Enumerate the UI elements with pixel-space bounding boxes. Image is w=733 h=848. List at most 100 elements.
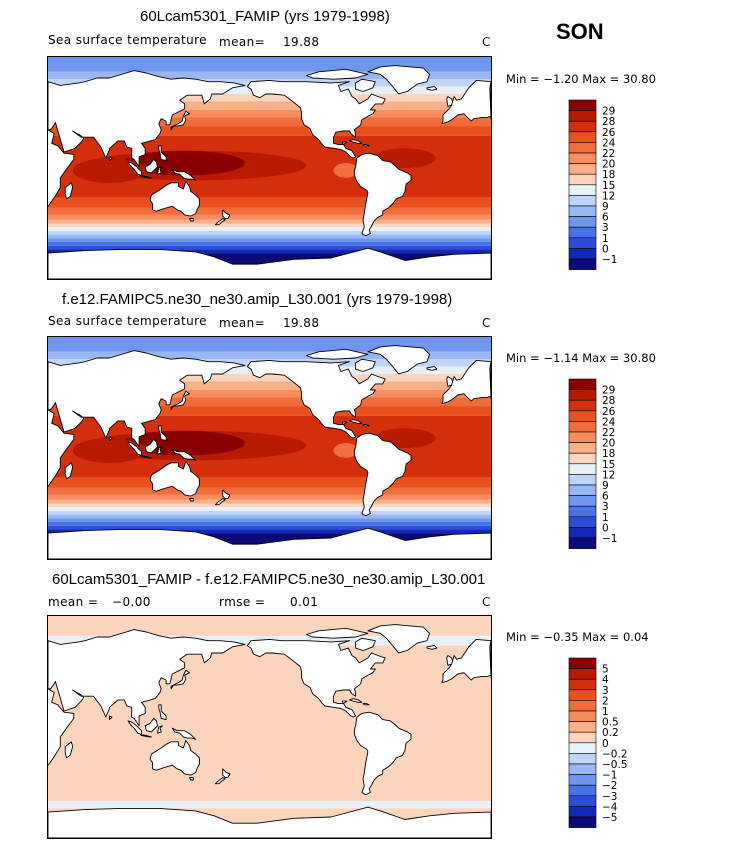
colorbar-swatch [568, 753, 597, 765]
land-borneo [144, 158, 158, 174]
colorbar-tick-label: −0.5 [602, 759, 628, 771]
land-philippines [158, 704, 167, 721]
land-newzealand [222, 768, 231, 779]
land-hispaniola [362, 144, 370, 147]
colorbar-swatch [568, 442, 597, 454]
land-southamerica [353, 711, 412, 796]
land-tasmania [189, 218, 194, 222]
colorbar-swatch [568, 248, 597, 260]
sst-band [48, 101, 491, 111]
panel3-rmse-label: rmse = [219, 595, 266, 609]
panel1-map [47, 56, 492, 280]
land-arctic_islands [305, 627, 369, 639]
sst-band [48, 242, 491, 246]
panel3-map [47, 615, 492, 839]
sst-band [48, 406, 491, 416]
sst-band [48, 351, 491, 360]
land-arabia_wrap [489, 640, 491, 679]
land-arctic_islands [305, 68, 369, 80]
land-northamerica [246, 79, 386, 159]
colorbar-swatch [568, 205, 597, 217]
land-iceland [426, 86, 438, 91]
panel2-variable: Sea surface temperature [48, 314, 207, 328]
land-newzealand [222, 489, 231, 500]
panel1-minmax: Min = −1.20 Max = 30.80 [506, 72, 656, 86]
colorbar-tick-label: 20 [602, 438, 615, 450]
cold-tongue [333, 163, 359, 178]
sst-band [48, 249, 491, 254]
colorbar-tick-label: 1 [602, 233, 609, 245]
colorbar-swatch [568, 195, 597, 207]
colorbar-swatch [568, 516, 597, 528]
land-africa [48, 129, 75, 207]
land-baffin [355, 78, 376, 92]
colorbar-swatch [568, 806, 597, 818]
colorbar-swatch [568, 795, 597, 807]
sst-band [48, 219, 491, 224]
land-japan [170, 390, 190, 411]
panel2-minmax: Min = −1.14 Max = 30.80 [506, 351, 656, 365]
sst-band [48, 110, 491, 118]
sst-band [48, 381, 491, 391]
land-greenland [367, 65, 430, 95]
colorbar-tick-label: 2 [602, 695, 609, 707]
colorbar-tick-label: 1 [602, 512, 609, 524]
colorbar-tick-label: 3 [602, 501, 609, 513]
sst-band [48, 477, 491, 488]
colorbar-swatch [568, 131, 597, 143]
panel1-units: C [482, 35, 491, 49]
land-newzealand_s [214, 218, 226, 226]
panel1-mean-value: 19.88 [283, 35, 320, 49]
panel3-minmax: Min = −0.35 Max = 0.04 [506, 630, 649, 644]
sst-band [48, 525, 491, 530]
land-philippines [158, 425, 167, 442]
colorbar-swatch [568, 399, 597, 412]
land-cuba [349, 139, 363, 144]
land-newzealand_s [214, 777, 226, 785]
land-hispaniola [362, 424, 370, 427]
colorbar-swatch [568, 463, 597, 475]
land-antarctica [48, 806, 491, 838]
sst-band [48, 529, 491, 534]
colorbar-tick-label: 0 [602, 243, 609, 255]
land-arabia_wrap [489, 81, 491, 120]
panel3-title: 60Lcam5301_FAMIP - f.e12.FAMIPC5.ne30_ne… [52, 571, 486, 588]
colorbar-swatch [568, 657, 597, 669]
sst-band [48, 126, 491, 136]
land-madagascar [64, 182, 74, 200]
panel3-units: C [482, 595, 491, 609]
sst-band [48, 214, 491, 220]
panel2-mean-label: mean= [219, 316, 266, 330]
colorbar-tick-label: 1 [602, 706, 609, 718]
colorbar-swatch [568, 110, 597, 122]
colorbar-tick-label: 15 [602, 459, 615, 471]
land-arctic_islands [305, 348, 369, 360]
land-srilanka [109, 715, 113, 721]
colorbar-tick-label: −1 [602, 533, 617, 545]
land-arabia_wrap [489, 361, 491, 400]
colorbar-swatch [568, 421, 597, 433]
colorbar-tick-label: 24 [602, 416, 616, 428]
colorbar-tick-label: 0.5 [602, 717, 619, 729]
colorbar-tick-label: 5 [602, 664, 609, 676]
cold-tongue [333, 443, 359, 458]
colorbar-swatch [568, 668, 597, 680]
land-srilanka [109, 436, 113, 442]
colorbar-tick-label: 3 [602, 222, 609, 234]
land-eurasia [48, 70, 246, 168]
sst-band [48, 397, 491, 407]
colorbar-swatch [568, 184, 597, 196]
colorbar-tick-label: 6 [602, 491, 609, 503]
colorbar-swatch [568, 163, 597, 175]
land-eurasia [48, 350, 246, 448]
colorbar-tick-label: −1 [602, 770, 617, 782]
colorbar-swatch [568, 152, 597, 164]
sst-band [48, 230, 491, 235]
land-java [139, 454, 152, 459]
sst-band [48, 197, 491, 208]
colorbar-swatch [568, 258, 597, 270]
colorbar-tick-label: 4 [602, 674, 609, 686]
sst-band [48, 494, 491, 500]
land-japan [170, 669, 190, 690]
land-tasmania [189, 777, 194, 781]
